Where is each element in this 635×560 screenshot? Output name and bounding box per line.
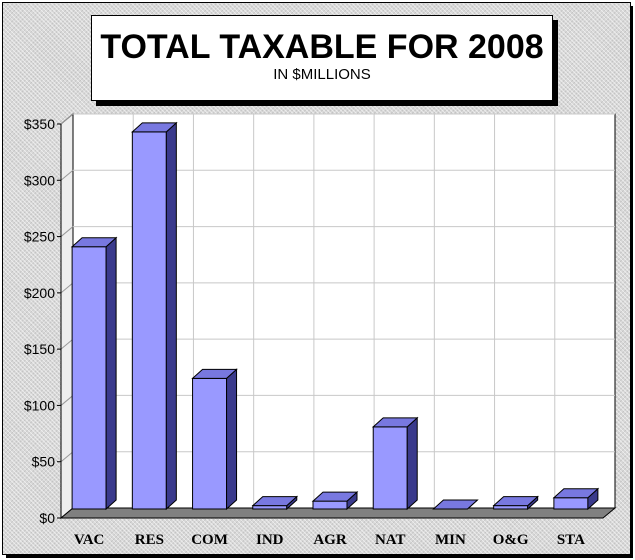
- bar-vac: [70, 236, 118, 511]
- bar-front: [372, 426, 408, 510]
- side-gridline: [60, 113, 74, 125]
- bar-front: [71, 246, 107, 510]
- y-tick-label: $50: [32, 454, 56, 470]
- y-tick-label: $300: [24, 172, 55, 188]
- chart-subtitle: IN $MILLIONS: [273, 66, 371, 83]
- bar-nat: [371, 416, 419, 511]
- bar-top: [371, 417, 419, 428]
- x-category-label: RES: [135, 532, 164, 548]
- bar-top: [70, 237, 118, 248]
- bar-front: [553, 497, 589, 510]
- side-gridline: [60, 282, 74, 294]
- bar-top: [191, 368, 238, 379]
- bar-com: [191, 368, 238, 511]
- side-gridline: [60, 169, 74, 181]
- bar-top: [432, 499, 479, 510]
- bar-top: [131, 122, 178, 133]
- bar-top: [311, 491, 359, 502]
- bar-top: [552, 488, 600, 499]
- side-wall: [60, 112, 74, 520]
- y-tick-label: $250: [24, 229, 55, 245]
- bar-min: [432, 499, 479, 510]
- bar-og: [492, 495, 539, 511]
- y-tick-label: $150: [24, 341, 55, 357]
- side-gridline: [60, 338, 74, 350]
- y-tick-label: $100: [24, 397, 55, 413]
- chart-title-box: TOTAL TAXABLE FOR 2008 IN $MILLIONS: [91, 15, 553, 101]
- side-gridline: [60, 451, 74, 463]
- bar-res: [131, 121, 178, 511]
- y-tick-label: $200: [24, 285, 55, 301]
- plot-area: $0 $50 $100 $150 $200 $250 $300 $350 VAC RES COM I…: [24, 112, 617, 548]
- x-category-label: STA: [557, 532, 585, 548]
- bar-front: [493, 505, 529, 510]
- x-category-label: NAT: [375, 532, 406, 548]
- chart-title: TOTAL TAXABLE FOR 2008: [100, 28, 544, 66]
- bar-side: [105, 236, 117, 511]
- bar-top: [492, 496, 539, 507]
- bar-sta: [552, 487, 600, 511]
- x-category-label: VAC: [74, 532, 105, 548]
- x-category-label: MIN: [435, 532, 466, 548]
- side-gridline: [60, 226, 74, 237]
- bar-front: [252, 505, 288, 510]
- x-category-label: AGR: [313, 532, 347, 548]
- y-tick-label: $350: [24, 116, 55, 132]
- side-gridline: [60, 395, 74, 406]
- bar-front: [192, 377, 228, 510]
- bar-side: [226, 368, 238, 511]
- bar-ind: [251, 495, 299, 511]
- bar-front: [131, 131, 167, 510]
- bar-side: [165, 121, 177, 511]
- chart-frame: $0 $50 $100 $150 $200 $250 $300 $350 VAC RES COM I…: [2, 2, 631, 555]
- bar-front: [312, 500, 348, 510]
- y-tick-label: $0: [39, 510, 55, 526]
- x-category-label: IND: [256, 532, 284, 548]
- bar-top: [251, 496, 299, 507]
- bar-agr: [311, 490, 359, 511]
- x-category-label: O&G: [493, 532, 529, 548]
- x-category-label: COM: [191, 532, 228, 548]
- bar-side: [406, 416, 418, 511]
